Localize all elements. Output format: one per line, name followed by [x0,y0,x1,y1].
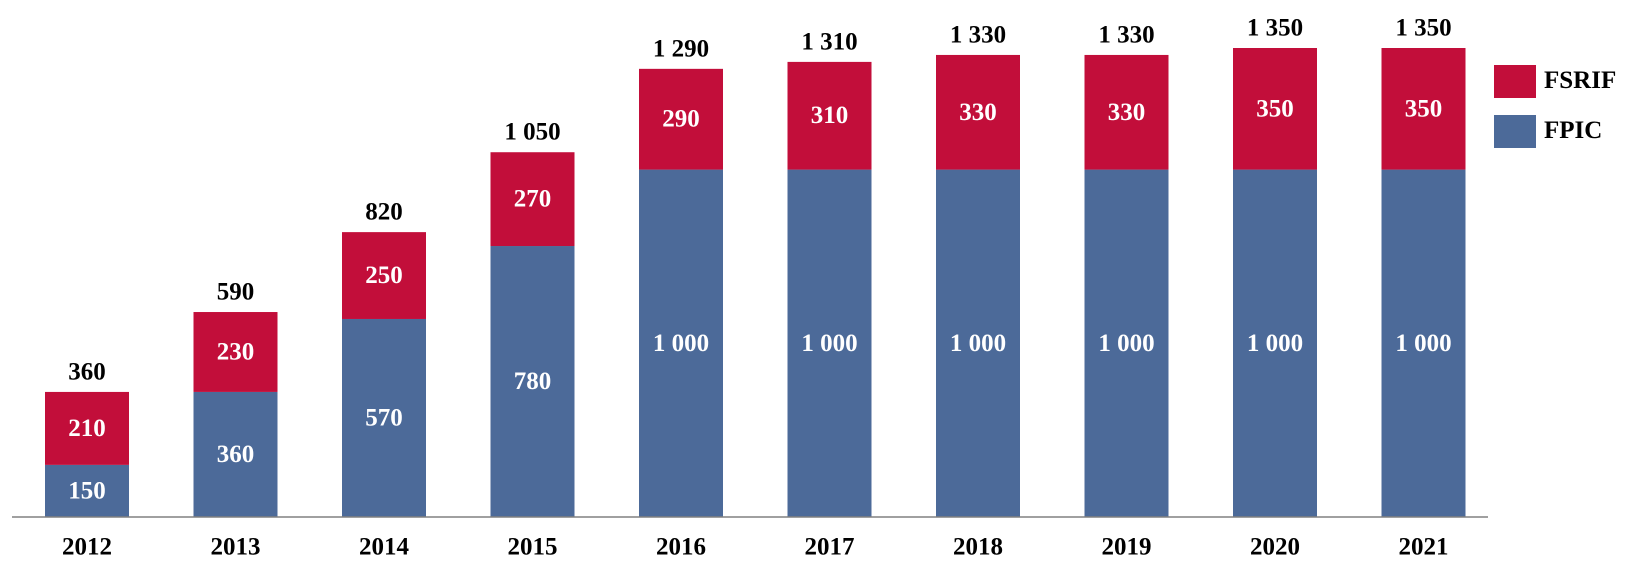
x-tick-label-2017: 2017 [805,534,855,561]
bar-segment-fpic-2012 [45,464,129,517]
total-label-2018: 1 330 [950,21,1006,48]
total-label-2020: 1 350 [1247,15,1303,42]
bar-segment-fpic-2015 [490,246,575,517]
bar-segment-fpic-2018 [936,169,1020,517]
data-label-fpic-2016: 1 000 [653,330,709,357]
x-tick-label-2019: 2019 [1102,534,1152,561]
bar-segment-fpic-2017 [787,169,872,517]
total-label-2016: 1 290 [653,35,709,62]
total-label-2021: 1 350 [1395,15,1451,42]
bars-layer [45,48,1466,517]
data-label-fsrif-2016: 290 [662,106,700,133]
total-label-2014: 820 [365,199,403,226]
data-label-fpic-2018: 1 000 [950,330,1006,357]
legend-item-fsrif: FSRIF [1494,58,1624,104]
bar-segment-fpic-2014 [342,318,426,517]
legend-swatch-fsrif [1494,64,1536,98]
data-label-fsrif-2013: 230 [217,338,255,365]
bar-segment-fsrif-2015 [490,152,575,247]
bar-segment-fpic-2016 [639,169,723,517]
data-label-fpic-2012: 150 [68,477,106,504]
bar-segment-fsrif-2016 [639,68,723,170]
data-label-fsrif-2015: 270 [514,186,552,213]
total-label-2017: 1 310 [801,28,857,55]
data-label-fpic-2017: 1 000 [801,330,857,357]
data-label-fsrif-2019: 330 [1108,99,1146,126]
x-tick-label-2018: 2018 [953,534,1003,561]
bar-segment-fpic-2013 [193,391,278,517]
total-label-2015: 1 050 [504,119,560,146]
x-tick-label-2015: 2015 [508,534,558,561]
x-tick-label-2012: 2012 [62,534,112,561]
legend-swatch-fpic [1494,114,1536,148]
bar-segment-fsrif-2017 [787,61,872,170]
data-label-fsrif-2014: 250 [365,262,403,289]
data-label-fsrif-2021: 350 [1405,95,1443,122]
x-axis-tick-labels: 2012 2013 2014 2015 2016 2017 2018 2019 2020 2021 [62,534,1449,561]
bar-segment-fsrif-2020 [1233,48,1317,170]
bar-segment-fsrif-2014 [342,232,426,319]
bar-segment-fpic-2021 [1381,169,1466,517]
bar-segment-fsrif-2021 [1381,48,1466,170]
bar-segment-fsrif-2018 [936,54,1020,170]
total-label-2012: 360 [68,358,106,385]
data-label-fpic-2014: 570 [365,404,403,431]
legend-label-fsrif: FSRIF [1544,67,1617,94]
x-tick-label-2014: 2014 [359,534,410,561]
labels-layer: 150 210 360 360 230 590 570 250 820 780 270 1 050 1 … [68,15,1451,505]
x-tick-label-2013: 2013 [211,534,261,561]
x-tick-label-2020: 2020 [1250,534,1300,561]
data-label-fsrif-2018: 330 [959,99,997,126]
data-label-fpic-2013: 360 [217,441,255,468]
x-tick-label-2016: 2016 [656,534,706,561]
data-label-fpic-2019: 1 000 [1098,330,1154,357]
legend-label-fpic: FPIC [1544,117,1603,144]
total-label-2013: 590 [217,279,255,306]
bar-segment-fsrif-2019 [1084,54,1169,170]
total-label-2019: 1 330 [1098,21,1154,48]
x-tick-label-2021: 2021 [1399,534,1449,561]
data-label-fpic-2015: 780 [514,368,552,395]
data-label-fsrif-2017: 310 [811,102,849,129]
data-label-fsrif-2012: 210 [68,415,106,442]
bar-segment-fsrif-2013 [193,312,278,392]
legend-item-fpic: FPIC [1494,108,1624,154]
bar-segment-fpic-2020 [1233,169,1317,517]
bar-segment-fsrif-2012 [45,391,129,465]
data-label-fpic-2020: 1 000 [1247,330,1303,357]
legend: FSRIF FPIC [1494,58,1624,158]
bar-segment-fpic-2019 [1084,169,1169,517]
data-label-fsrif-2020: 350 [1256,95,1294,122]
data-label-fpic-2021: 1 000 [1395,330,1451,357]
